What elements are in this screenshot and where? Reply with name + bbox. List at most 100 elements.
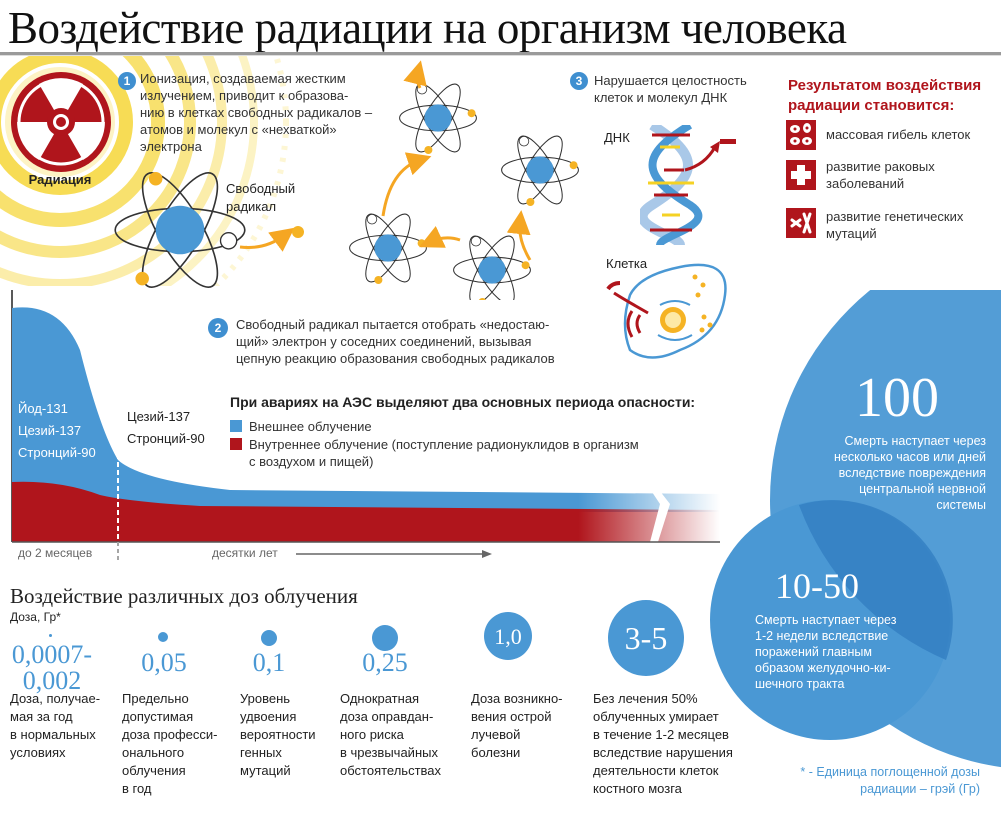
dna-label: ДНК (604, 130, 630, 145)
dose-value: 3-5 (624, 620, 668, 656)
dose-desc-line: вследствие нарушения (593, 745, 733, 760)
dose-desc-line: онального (122, 745, 185, 760)
step-1-line: Ионизация, создаваемая жестким (140, 71, 346, 86)
dose-value: 1,0 (494, 624, 522, 649)
dose-desc-line: деятельности клеток (593, 763, 719, 778)
dose-desc-line: Смерть наступает через (755, 613, 897, 627)
medical-cross-icon (786, 160, 816, 190)
dna-helix-icon (640, 125, 736, 245)
dose-desc: Предельно допустимая доза професси- онал… (122, 690, 232, 798)
free-radical-line: Свободный (226, 181, 296, 196)
dose-value: 0,05 (141, 648, 187, 677)
dose-desc-line: Доза, получае- (10, 691, 101, 706)
dose-desc-line: костного мозга (593, 781, 682, 796)
dose-desc-line: удвоения (240, 709, 297, 724)
cell-icon (606, 263, 727, 359)
legend-external: Внешнее облучение (249, 419, 372, 434)
dose-desc-line: облученных умирает (593, 709, 719, 724)
footnote-line: * - Единица поглощенной дозы (800, 765, 980, 779)
lethal-dose-circles (710, 290, 1001, 768)
dose-value: 0,0007- 0,002 (0, 642, 104, 694)
step-3-text: Нарушается целостность клеток и молекул … (594, 72, 774, 106)
dose-dot (484, 612, 532, 660)
result-item: массовая гибель клеток (826, 126, 970, 143)
dose-desc-line: Однократная (340, 691, 420, 706)
dose-desc-line: доза професси- (122, 727, 218, 742)
legend-internal: Внутреннее облучение (поступление радион… (249, 436, 639, 470)
results-heading: Результатом воздействия радиации станови… (788, 76, 981, 116)
doses-heading: Воздействие различных доз облучения (10, 584, 358, 608)
dose-desc-line: центральной нервной (859, 482, 986, 496)
dose-desc-line: доза оправдан- (340, 709, 434, 724)
dose-desc-line: условиях (10, 745, 66, 760)
dose-desc-line: обстоятельствах (340, 763, 442, 778)
dose-unit-label: Доза, Гр* (10, 610, 61, 624)
dose-value-100: 100 (855, 367, 939, 429)
dose-desc-10-50: Смерть наступает через 1-2 недели вследс… (755, 612, 935, 692)
dose-desc-line: болезни (471, 745, 521, 760)
dose-value-10-50: 10-50 (775, 566, 859, 606)
dose-desc: Доза возникно- вения острой лучевой боле… (471, 690, 581, 762)
result-item-line: мутаций (826, 226, 877, 241)
result-item-line: массовая гибель клеток (826, 127, 971, 142)
result-item-line: заболеваний (826, 176, 905, 191)
dose-desc: Доза, получае- мая за год в нормальных у… (10, 690, 120, 762)
result-item: развитие генетических мутаций (826, 208, 963, 242)
footnote-line: радиации – грэй (Гр) (860, 782, 980, 796)
dose-desc-line: Смерть наступает через (844, 434, 986, 448)
dose-desc: Однократная доза оправдан- ного риска в … (340, 690, 460, 780)
step-2-line: Свободный радикал пытается отобрать «нед… (236, 317, 550, 332)
cell-label: Клетка (606, 256, 648, 271)
dose-desc-line: вероятности (240, 727, 316, 742)
dose-desc: Уровень удвоения вероятности генных мута… (240, 690, 340, 780)
radiation-label: Радиация (28, 172, 92, 187)
dose-dot (261, 630, 277, 646)
dose-desc-line: облучения (122, 763, 186, 778)
title-divider (0, 52, 1001, 56)
step-3-line: Нарушается целостность (594, 73, 747, 88)
arrow-right-icon (296, 550, 492, 558)
free-radical-line: радикал (226, 199, 277, 214)
dose-desc-line: мутаций (240, 763, 291, 778)
step-2-text: Свободный радикал пытается отобрать «нед… (236, 316, 616, 367)
dying-cells-icon (786, 120, 816, 150)
step-1-line: электрона (140, 139, 202, 154)
results-heading-line: радиации становится: (788, 97, 955, 114)
footnote: * - Единица поглощенной дозы радиации – … (760, 764, 980, 798)
dose-desc-100: Смерть наступает через несколько часов и… (800, 433, 986, 513)
axis-label-period2: десятки лет (212, 546, 278, 560)
dose-desc-line: в год (122, 781, 152, 796)
dose-desc-line: в течение 1-2 месяцев (593, 727, 729, 742)
dose-desc-line: несколько часов или дней (833, 450, 986, 464)
step-2-line: щий» электрон у соседних соединений, выз… (236, 334, 532, 349)
step-3-badge: 3 (570, 72, 588, 90)
dose-value: 0,1 (252, 648, 286, 677)
dose-desc-line: Предельно (122, 691, 189, 706)
chromosome-icon (786, 208, 816, 238)
legend-internal-line: с воздухом и пищей) (249, 454, 374, 469)
dose-value-line: 0,002 (22, 666, 82, 695)
dose-value: 0,25 (362, 648, 408, 677)
dose-desc-line: образом желудочно-ки- (755, 661, 891, 675)
dose-desc-line: шечного тракта (755, 677, 845, 691)
dose-desc-line: ного риска (340, 727, 404, 742)
period2-isotopes: Цезий-137 Стронций-90 (127, 406, 205, 450)
atoms-diagram (114, 60, 579, 300)
chart-title: При авариях на АЭС выделяют два основных… (230, 394, 696, 410)
dose-desc-line: лучевой (471, 727, 521, 742)
dose-desc-line: генных (240, 745, 282, 760)
dose-desc-line: допустимая (122, 709, 194, 724)
dose-desc-line: вения острой (471, 709, 552, 724)
free-radical-label: Свободный радикал (226, 180, 295, 216)
result-item-line: развитие генетических (826, 209, 964, 224)
result-item: развитие раковых заболеваний (826, 158, 935, 192)
isotope-label: Йод-131 (18, 401, 68, 416)
step-2-badge: 2 (208, 318, 228, 338)
axis-label-period1: до 2 месяцев (18, 546, 93, 560)
dose-desc-line: мая за год (10, 709, 73, 724)
dose-desc-line: в нормальных (10, 727, 96, 742)
isotope-label: Цезий-137 (18, 423, 82, 438)
step-1-line: нию в клетках свободных радикалов – (140, 105, 373, 120)
radiation-symbol-icon (11, 72, 111, 172)
step-2-line: цепную реакцию образования свободных рад… (236, 351, 555, 366)
